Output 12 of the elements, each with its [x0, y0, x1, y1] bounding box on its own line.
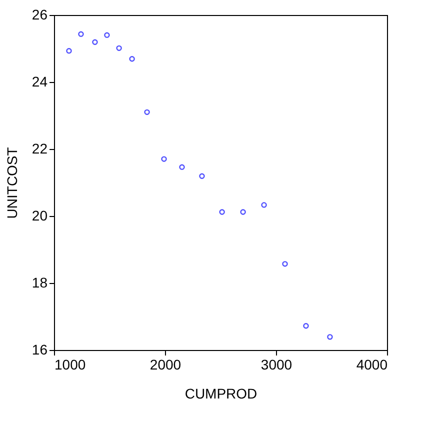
y-axis-title: UNITCOST — [4, 146, 20, 219]
x-axis-title: CUMPROD — [184, 386, 258, 402]
y-tick-label: 16 — [32, 342, 48, 358]
x-tick-label: 1000 — [54, 356, 86, 372]
y-tick-label: 22 — [32, 140, 48, 156]
x-tick-label: 4000 — [356, 356, 388, 372]
x-tick-label: 2000 — [150, 356, 182, 372]
y-tick-label: 26 — [32, 6, 48, 22]
y-tick-label: 20 — [32, 208, 48, 224]
y-tick-label: 18 — [32, 274, 48, 290]
y-tick-label: 24 — [32, 74, 48, 90]
x-tick-label: 3000 — [260, 356, 292, 372]
